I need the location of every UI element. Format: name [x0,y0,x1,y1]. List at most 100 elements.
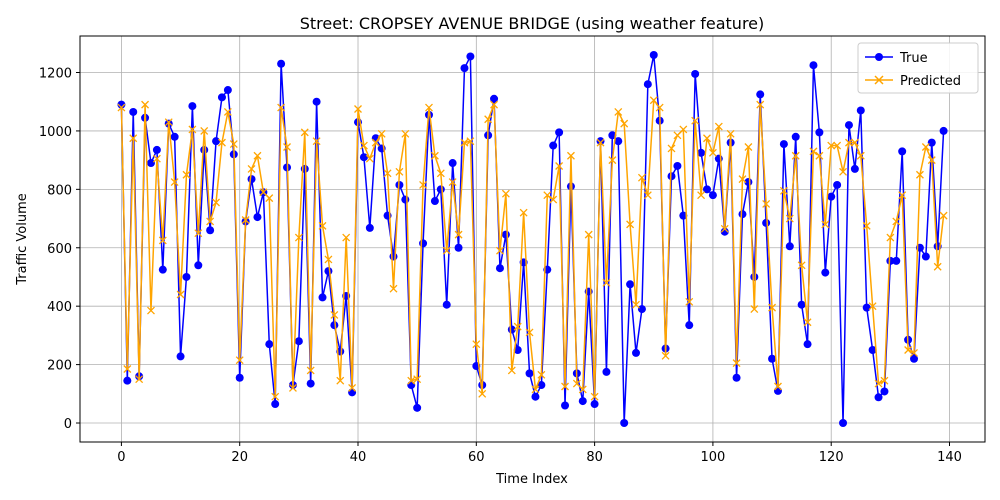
data-point-predicted [454,230,463,239]
axes: 0 20 40 60 80 100 120 140 0 200 400 600 800 1000 1200 [39,67,962,465]
data-point-predicted [691,116,700,125]
data-point-true [513,345,522,354]
data-point-predicted [915,170,924,179]
data-point-predicted [844,138,853,147]
legend-true-marker [875,53,883,61]
data-point-true [732,373,741,382]
series-predicted [117,96,948,401]
data-point-predicted [348,384,357,392]
x-tick-label: 20 [231,450,248,465]
data-point-predicted [708,148,717,157]
data-point-predicted [389,284,398,293]
x-tick-label: 100 [700,450,725,465]
data-point-true [200,145,209,154]
data-point-true [271,400,280,409]
y-tick-label: 400 [47,300,72,315]
data-point-true [306,379,315,388]
data-point-true [673,161,682,170]
data-point-true [223,86,232,95]
series-layer [117,50,948,428]
data-point-predicted [235,356,244,365]
x-axis-label: Time Index [495,472,568,487]
data-point-predicted [608,156,617,165]
y-tick-label: 800 [47,183,72,198]
data-point-predicted [259,188,268,197]
data-point-predicted [632,300,640,309]
data-point-predicted [294,233,303,242]
data-point-predicted [377,129,386,138]
data-point-true [129,107,138,116]
data-point-predicted [170,178,179,187]
data-point-predicted [442,246,451,255]
data-point-predicted [933,262,942,271]
data-point-true [590,400,599,409]
data-point-predicted [833,141,842,150]
data-point-true [874,393,883,402]
data-point-predicted [365,154,374,163]
data-point-predicted [472,340,481,349]
data-point-predicted [158,236,167,245]
data-point-predicted [501,189,510,198]
data-point-true [844,121,853,130]
data-point-predicted [324,255,333,264]
data-point-true [850,164,859,173]
data-point-predicted [892,217,901,226]
data-point-predicted [850,138,859,147]
data-point-predicted [939,211,948,220]
data-point-predicted [194,229,203,238]
data-point-predicted [448,178,457,187]
data-point-predicted [265,194,274,203]
data-point-predicted [176,290,185,299]
legend-predicted-marker [874,75,884,85]
data-point-true [146,159,155,168]
data-point-predicted [288,384,297,392]
x-tick-label: 140 [937,450,962,465]
x-tick-label: 40 [350,450,367,465]
data-point-true [768,354,777,363]
data-point-true [667,172,676,181]
data-point-predicted [371,138,380,147]
legend-label-true: True [899,51,928,66]
data-point-true [791,132,800,141]
data-point-predicted [578,385,587,394]
data-point-predicted [164,118,173,127]
data-point-predicted [868,302,877,311]
data-point-true [466,52,475,61]
y-tick-label: 200 [47,359,72,374]
data-point-predicted [732,359,741,368]
data-point-predicted [620,119,629,128]
data-point-predicted [614,107,623,116]
y-tick-label: 0 [64,417,72,432]
data-point-predicted [549,195,558,204]
data-point-true [117,100,126,109]
data-point-predicted [436,169,445,178]
data-point-true [401,195,410,204]
data-point-true [182,272,191,281]
data-point-predicted [738,175,747,184]
data-point-predicted [543,191,552,200]
data-point-true [294,337,303,346]
data-point-predicted [596,138,605,147]
data-point-predicted [152,154,161,163]
data-point-predicted [525,328,534,337]
data-point-predicted [283,143,291,151]
data-point-predicted [856,151,865,160]
data-point-true [602,367,611,376]
data-point-predicted [336,376,345,385]
data-point-predicted [306,366,315,375]
data-point-predicted [318,221,327,230]
data-point-predicted [561,382,569,391]
data-point-true [910,354,919,363]
data-point-predicted [466,137,475,146]
legend: True Predicted [857,42,979,94]
data-point-predicted [821,220,830,229]
data-point-predicted [223,107,232,116]
data-point-predicted [413,375,422,384]
data-point-true [537,381,546,390]
data-point-true [448,159,457,168]
data-point-predicted [135,375,144,384]
data-point-true [773,386,782,395]
data-point-predicted [490,100,499,109]
data-point-true [868,345,877,354]
